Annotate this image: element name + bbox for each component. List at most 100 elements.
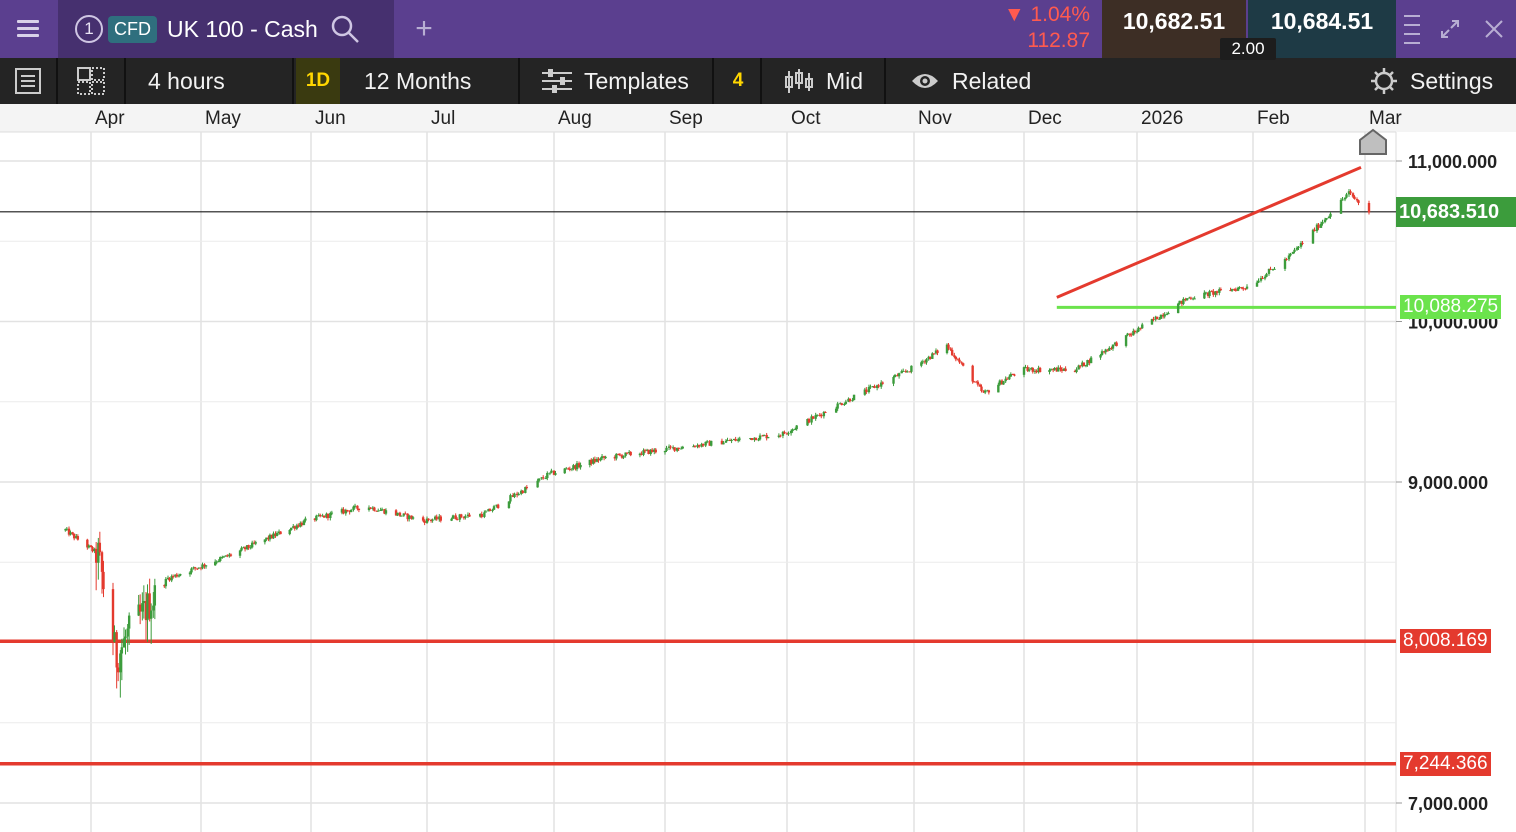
candle-body (450, 518, 453, 521)
candle-body (971, 365, 974, 382)
candle-body (1049, 369, 1053, 371)
support-line-tag[interactable]: 8,008.169 (1400, 629, 1491, 654)
close-icon[interactable] (1474, 0, 1514, 58)
support-line-tag[interactable]: 10,088.275 (1400, 295, 1502, 320)
candle-body (1133, 330, 1137, 333)
y-axis-label: 9,000.000 (1408, 473, 1488, 493)
candle-body (193, 567, 197, 569)
candle-body (1132, 330, 1135, 336)
candle-body (468, 514, 471, 517)
candle-body (89, 545, 93, 548)
candle-body (839, 403, 842, 405)
candle-body (1263, 276, 1267, 279)
candle-body (536, 480, 539, 488)
candle-body (588, 459, 592, 465)
candle-body (1295, 247, 1299, 250)
candle-body (124, 636, 127, 639)
link-group-number[interactable]: 1 (75, 15, 103, 43)
candle-body (277, 531, 281, 534)
candle-body (572, 465, 575, 469)
candle-body (936, 350, 939, 354)
sell-price-button[interactable]: 10,682.51 (1102, 0, 1246, 58)
candle-body (1311, 229, 1315, 244)
candle-body (190, 568, 193, 573)
related-button[interactable]: Related (888, 58, 1050, 104)
candle-body (728, 439, 732, 441)
candle-body (464, 516, 467, 518)
candle-body (1283, 259, 1287, 269)
candle-body (353, 505, 357, 507)
candle-body (986, 390, 989, 392)
candle-body (304, 518, 307, 521)
candle-body (724, 440, 728, 443)
down-arrow-icon: ▼ (1003, 3, 1031, 26)
trendline[interactable] (1056, 166, 1362, 299)
candle-body (1259, 278, 1263, 281)
candle-body (400, 515, 403, 517)
candle-body (111, 589, 115, 642)
candle-body (595, 458, 599, 462)
candle-body (932, 353, 936, 355)
price-ladder-icon[interactable] (1398, 0, 1428, 58)
candle-body (810, 416, 813, 423)
templates-button[interactable]: Templates (522, 58, 714, 104)
candle-body (245, 545, 249, 550)
x-axis-label: Sep (669, 108, 703, 129)
price-chart[interactable]: Apr May Jun Jul Aug Sep Oct Nov Dec 2026 Feb Mar 11… (0, 104, 1516, 832)
candle-body (215, 561, 218, 563)
instrument-name[interactable]: UK 100 - Cash (167, 15, 318, 42)
interval-selector[interactable]: 4 hours (126, 58, 294, 104)
candle-body (1245, 286, 1249, 289)
candle-body (451, 515, 455, 519)
candle-body (550, 470, 553, 473)
last-price-tag: 10,683.510 (1396, 196, 1516, 227)
candle-body (367, 507, 371, 511)
range-selector[interactable]: 12 Months (340, 58, 520, 104)
instrument-tab[interactable]: 1 CFD UK 100 - Cash (58, 0, 394, 58)
expand-icon[interactable] (1430, 0, 1470, 58)
candle-body (377, 510, 380, 512)
candle-body (480, 513, 483, 517)
candle-body (293, 526, 296, 529)
candle-body (1355, 199, 1359, 201)
candle-body (1055, 367, 1059, 372)
candle-body (710, 440, 713, 446)
candle-body (705, 441, 709, 443)
candle-body (163, 585, 166, 587)
candle-body (622, 455, 625, 458)
candle-body (1267, 268, 1271, 274)
candle-body (624, 452, 627, 456)
main-menu-button[interactable] (0, 0, 56, 58)
candle-body (1238, 287, 1241, 289)
settings-button[interactable]: Settings (1360, 58, 1516, 104)
candle-body (175, 574, 179, 577)
studies-count-badge[interactable]: 4 (716, 58, 762, 104)
candle-body (1357, 200, 1360, 204)
candle-body (1236, 287, 1240, 291)
candle-body (1064, 368, 1067, 371)
candle-body (1163, 314, 1166, 317)
candle-body (164, 579, 168, 587)
candle-body (902, 370, 905, 372)
candle-body (72, 533, 76, 539)
timeframe-1d-button[interactable]: 1D (296, 58, 340, 104)
search-icon[interactable] (330, 14, 360, 44)
candle-body (299, 522, 302, 527)
layout-button[interactable] (58, 58, 126, 104)
candle-body (708, 441, 711, 446)
candle-body (1289, 253, 1292, 256)
support-line-tag[interactable]: 7,244.366 (1400, 751, 1491, 776)
candle-body (700, 444, 703, 447)
candle-body (87, 545, 91, 548)
candle-body (563, 468, 566, 474)
drawing-tools-button[interactable] (0, 58, 58, 104)
candle-body (229, 554, 233, 556)
alert-marker-icon[interactable] (1359, 128, 1387, 155)
price-type-selector[interactable]: Mid (762, 58, 886, 104)
add-tab-button[interactable]: + (415, 12, 433, 45)
candle-body (1081, 362, 1084, 367)
chart-canvas[interactable]: Apr May Jun Jul Aug Sep Oct Nov Dec 2026 Feb Mar 11… (0, 104, 1516, 832)
candle-body (356, 505, 359, 509)
candle-body (1265, 273, 1268, 277)
templates-label: Templates (584, 67, 689, 94)
